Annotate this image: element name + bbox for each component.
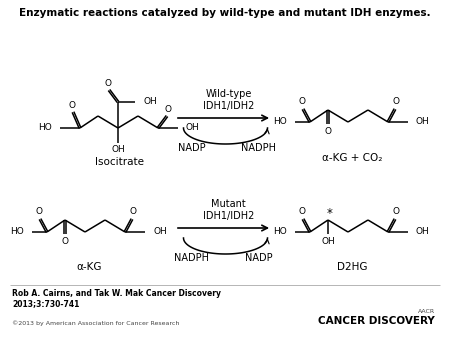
- Text: OH: OH: [111, 145, 125, 154]
- Text: α-KG: α-KG: [76, 262, 102, 272]
- Text: O: O: [298, 208, 306, 217]
- Text: OH: OH: [321, 238, 335, 246]
- Text: Rob A. Cairns, and Tak W. Mak Cancer Discovery
2013;3:730-741: Rob A. Cairns, and Tak W. Mak Cancer Dis…: [12, 289, 221, 308]
- Text: O: O: [392, 208, 400, 217]
- Text: OH: OH: [153, 227, 167, 237]
- Text: NADP: NADP: [178, 143, 205, 153]
- Text: O: O: [165, 104, 171, 114]
- Text: OH: OH: [416, 118, 430, 126]
- Text: O: O: [36, 208, 42, 217]
- Text: O: O: [68, 100, 76, 110]
- Text: NADP: NADP: [245, 253, 272, 263]
- Text: O: O: [130, 208, 136, 217]
- Text: Isocitrate: Isocitrate: [94, 157, 144, 167]
- Text: O: O: [62, 238, 68, 246]
- Text: OH: OH: [416, 227, 430, 237]
- Text: Mutant
IDH1/IDH2: Mutant IDH1/IDH2: [203, 199, 254, 221]
- Text: OH: OH: [186, 123, 200, 132]
- Text: HO: HO: [38, 123, 52, 132]
- Text: Enzymatic reactions catalyzed by wild-type and mutant IDH enzymes.: Enzymatic reactions catalyzed by wild-ty…: [19, 8, 431, 18]
- Text: ©2013 by American Association for Cancer Research: ©2013 by American Association for Cancer…: [12, 320, 180, 325]
- Text: HO: HO: [10, 227, 24, 237]
- Text: D2HG: D2HG: [337, 262, 367, 272]
- Text: O: O: [298, 97, 306, 106]
- Text: CANCER DISCOVERY: CANCER DISCOVERY: [318, 316, 435, 326]
- Text: AACR: AACR: [418, 309, 435, 314]
- Text: HO: HO: [273, 118, 287, 126]
- Text: O: O: [324, 127, 332, 137]
- Text: NADPH: NADPH: [241, 143, 276, 153]
- Text: Wild-type
IDH1/IDH2: Wild-type IDH1/IDH2: [203, 89, 254, 111]
- Text: NADPH: NADPH: [174, 253, 209, 263]
- Text: O: O: [392, 97, 400, 106]
- Text: HO: HO: [273, 227, 287, 237]
- Text: α-KG + CO₂: α-KG + CO₂: [322, 153, 382, 163]
- Text: O: O: [104, 78, 112, 88]
- Text: *: *: [327, 207, 333, 219]
- Text: OH: OH: [143, 97, 157, 106]
